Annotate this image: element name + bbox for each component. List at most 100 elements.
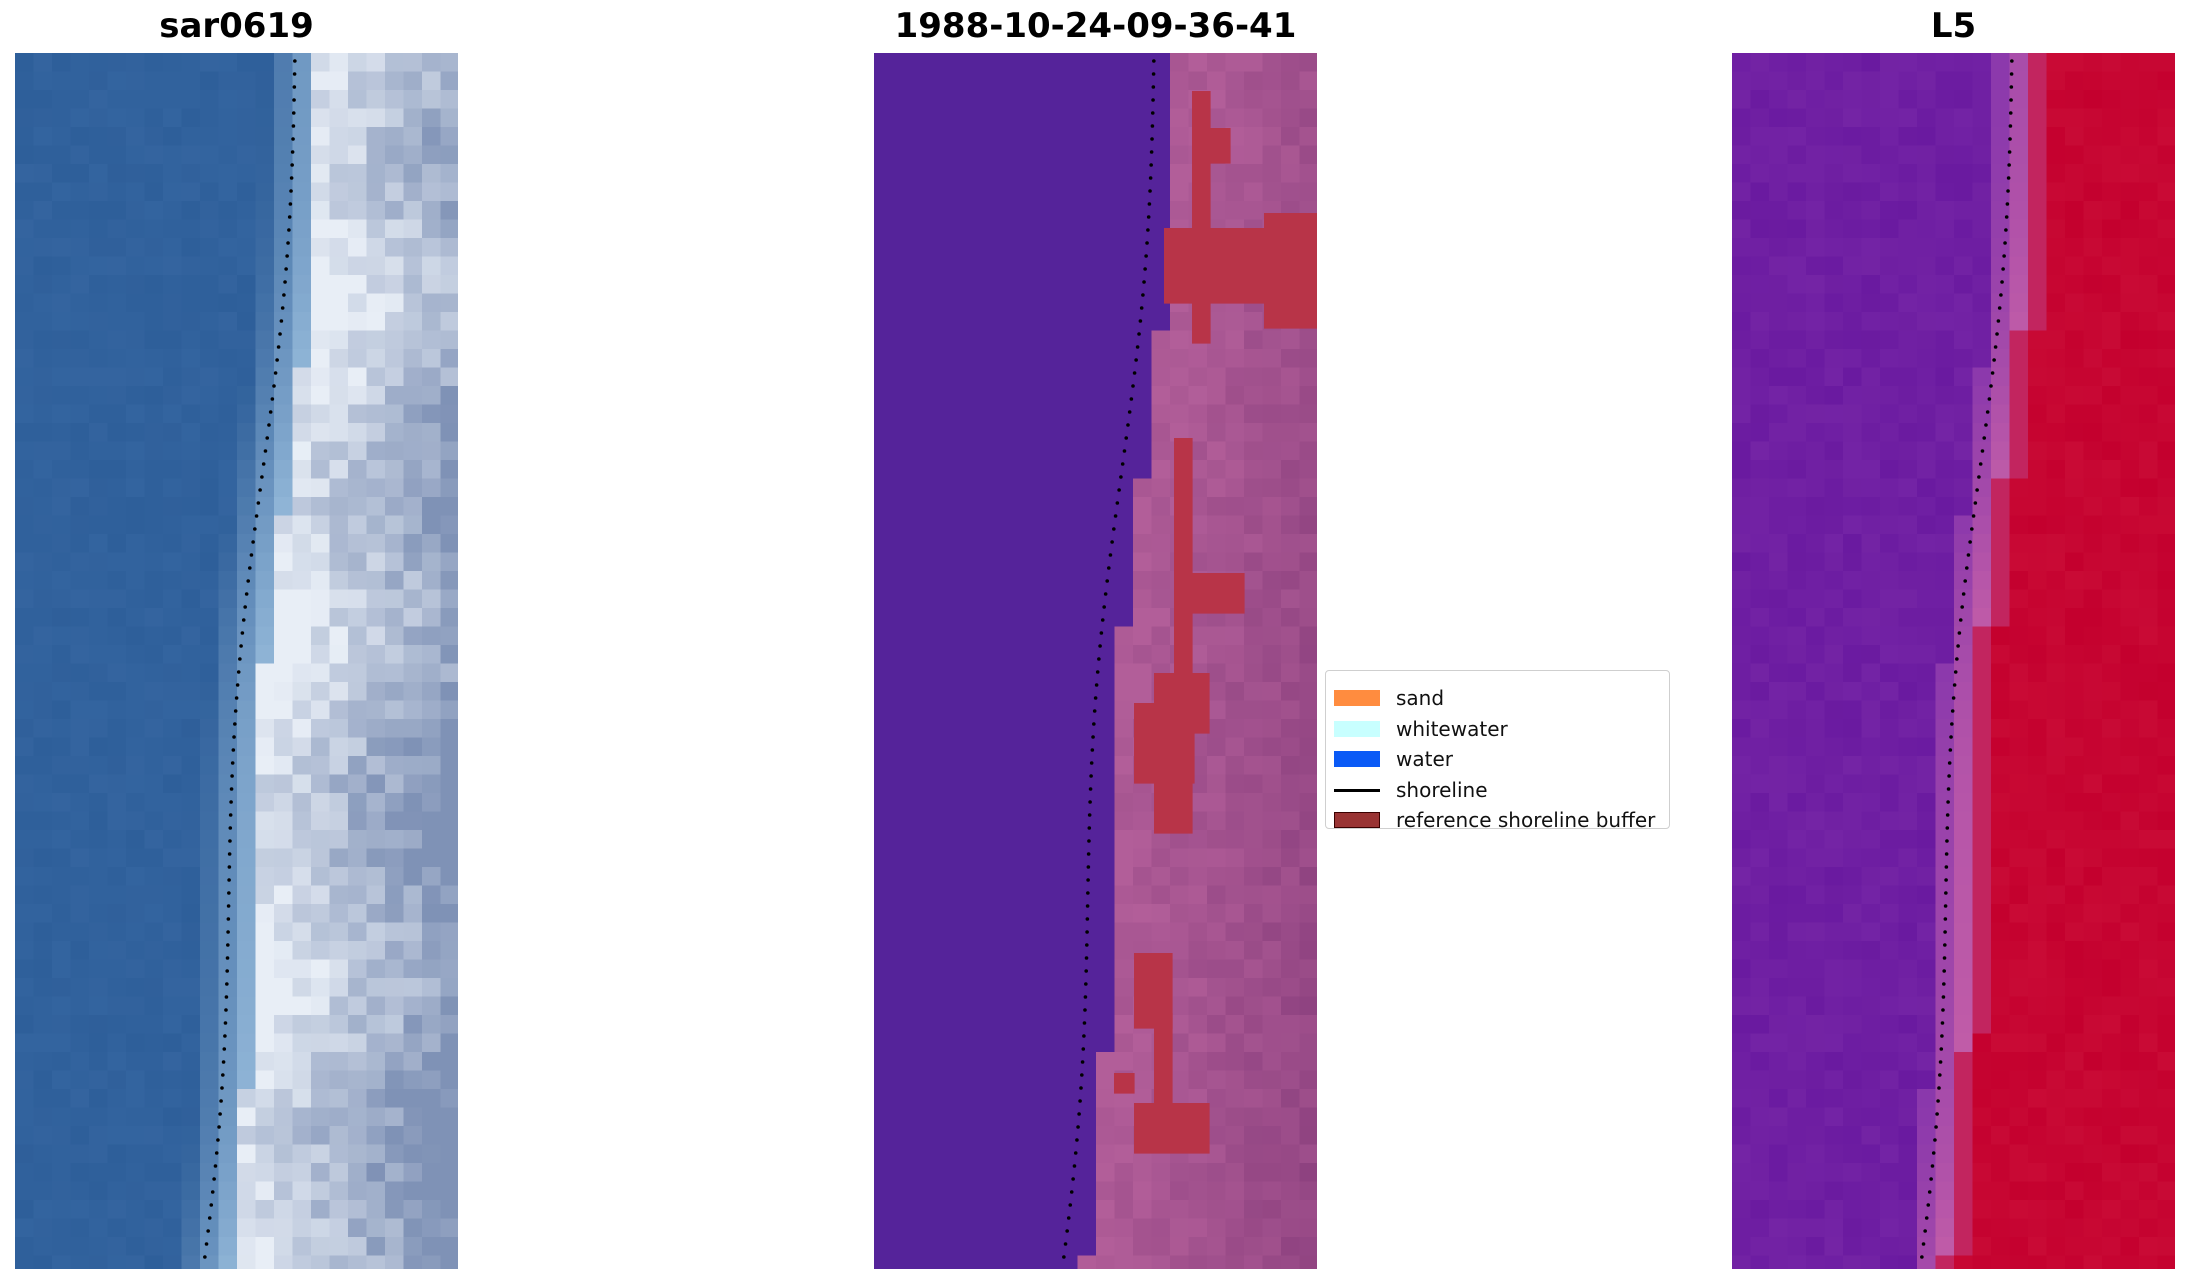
pixel	[274, 645, 294, 665]
pixel	[1207, 201, 1227, 221]
pixel	[163, 53, 183, 73]
pixel	[2065, 238, 2085, 258]
pixel	[1917, 182, 1937, 202]
pixel	[985, 774, 1005, 794]
pixel	[255, 515, 275, 535]
pixel	[2083, 959, 2103, 979]
pixel	[2139, 1237, 2159, 1257]
pixel	[948, 756, 968, 776]
pixel	[33, 349, 53, 369]
pixel	[200, 404, 220, 424]
pixel	[422, 238, 442, 258]
shoreline-dots	[203, 59, 297, 1259]
pixel	[422, 1144, 442, 1164]
pixel	[237, 441, 257, 461]
shoreline-point	[1973, 501, 1978, 505]
pixel	[1861, 1126, 1881, 1146]
pixel	[1262, 90, 1282, 110]
pixel	[237, 589, 257, 609]
pixel	[348, 275, 368, 295]
pixel	[1806, 626, 1826, 646]
pixel	[1299, 571, 1317, 591]
pixel	[274, 478, 294, 498]
pixel	[70, 552, 90, 572]
pixel	[1861, 367, 1881, 387]
pixel	[311, 1126, 331, 1146]
pixel	[1077, 460, 1097, 480]
pixel	[2157, 959, 2175, 979]
shoreline-point	[268, 410, 273, 414]
pixel	[218, 1052, 238, 1072]
pixel	[89, 571, 109, 591]
pixel	[1096, 515, 1116, 535]
pixel	[255, 1163, 275, 1183]
pixel	[2009, 182, 2029, 202]
pixel	[403, 460, 423, 480]
pixel	[1059, 90, 1079, 110]
pixel	[348, 608, 368, 628]
pixel	[1059, 1237, 1079, 1257]
pixel	[1003, 127, 1023, 147]
pixel	[1750, 478, 1770, 498]
pixel	[1787, 349, 1807, 369]
pixel	[1281, 330, 1301, 350]
pixel	[1861, 145, 1881, 165]
pixel	[1843, 1200, 1863, 1220]
pixel	[292, 312, 312, 332]
pixel	[107, 108, 127, 128]
pixel	[107, 571, 127, 591]
pixel	[255, 367, 275, 387]
pixel	[1787, 201, 1807, 221]
pixel	[2083, 1015, 2103, 1035]
pixel	[385, 1126, 405, 1146]
pixel	[1262, 663, 1282, 683]
pixel	[1769, 1181, 1789, 1201]
pixel	[329, 127, 349, 147]
pixel	[1898, 663, 1918, 683]
pixel	[1114, 1089, 1134, 1109]
pixel	[1954, 885, 1974, 905]
pixel	[1207, 460, 1227, 480]
shoreline-point	[1098, 644, 1102, 648]
pixel	[1861, 959, 1881, 979]
pixel	[107, 848, 127, 868]
pixel	[929, 404, 949, 424]
pixel	[929, 460, 949, 480]
pixel	[1972, 293, 1992, 313]
reference-buffer-cell	[1192, 128, 1231, 164]
pixel	[966, 1107, 986, 1127]
pixel	[1898, 367, 1918, 387]
pixel	[1991, 275, 2011, 295]
pixel	[126, 719, 146, 739]
pixel	[1769, 682, 1789, 702]
pixel	[1225, 386, 1245, 406]
pixel	[1880, 996, 1900, 1016]
pixel	[2009, 108, 2029, 128]
pixel	[1954, 959, 1974, 979]
pixel	[274, 1255, 294, 1269]
pixel	[385, 90, 405, 110]
pixel	[1096, 1163, 1116, 1183]
pixel	[70, 275, 90, 295]
pixel	[1898, 256, 1918, 276]
pixel	[1972, 978, 1992, 998]
pixel	[1880, 737, 1900, 757]
pixel	[237, 830, 257, 850]
pixel	[89, 90, 109, 110]
pixel	[237, 1163, 257, 1183]
pixel	[1750, 645, 1770, 665]
pixel	[1954, 941, 1974, 961]
pixel	[126, 774, 146, 794]
pixel	[126, 275, 146, 295]
pixel	[144, 367, 164, 387]
pixel	[948, 608, 968, 628]
pixel	[1787, 848, 1807, 868]
pixel	[1991, 774, 2011, 794]
pixel	[1861, 53, 1881, 73]
pixel	[1299, 737, 1317, 757]
pixel	[218, 663, 238, 683]
pixel	[929, 959, 949, 979]
pixel	[1207, 978, 1227, 998]
pixel	[200, 349, 220, 369]
pixel	[2139, 996, 2159, 1016]
